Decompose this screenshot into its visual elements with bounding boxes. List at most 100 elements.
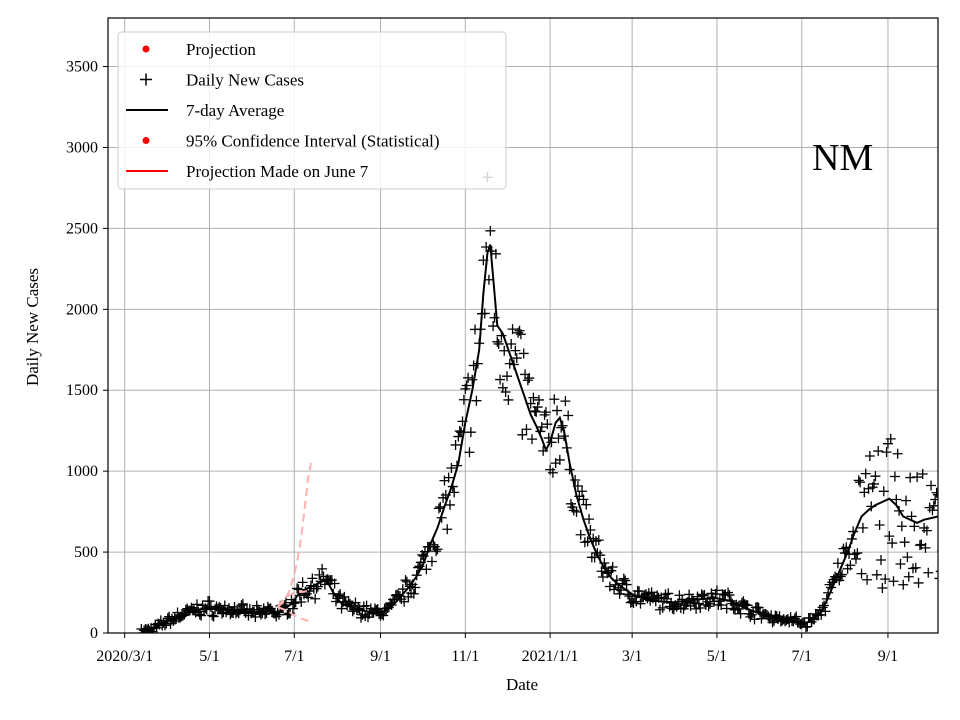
daily-case-point	[903, 571, 914, 582]
daily-case-point	[400, 575, 411, 586]
daily-case-point	[578, 494, 589, 505]
daily-case-point	[864, 450, 875, 461]
daily-case-point	[552, 405, 563, 416]
daily-case-point	[506, 339, 517, 350]
daily-case-point	[791, 611, 802, 622]
daily-case-point	[745, 611, 756, 622]
daily-case-point	[920, 542, 931, 553]
daily-case-point	[635, 598, 646, 609]
daily-case-point	[688, 597, 699, 608]
x-tick-label: 5/1	[199, 648, 219, 665]
daily-case-point	[191, 599, 202, 610]
daily-case-point	[950, 552, 960, 562]
daily-case-point	[930, 494, 938, 505]
daily-case-point	[522, 375, 533, 386]
daily-case-point	[954, 504, 960, 514]
daily-case-point	[711, 585, 722, 596]
projection-made-on-june-7-upper-line	[276, 589, 312, 607]
daily-case-point	[621, 579, 632, 590]
daily-case-point	[410, 582, 421, 593]
daily-case-point	[955, 525, 960, 535]
daily-case-point	[934, 577, 938, 580]
legend-plus-marker	[140, 73, 152, 86]
y-tick-label: 1000	[66, 463, 98, 480]
plot-area	[136, 172, 960, 633]
daily-case-point	[311, 583, 322, 594]
daily-case-point	[577, 486, 588, 497]
daily-case-point	[433, 503, 444, 514]
daily-case-point	[902, 552, 913, 563]
daily-case-point	[952, 499, 960, 509]
daily-case-point	[442, 524, 453, 535]
x-tick-label: 7/1	[792, 648, 812, 665]
daily-case-point	[317, 563, 328, 574]
daily-case-point	[909, 521, 920, 532]
daily-case-point	[628, 598, 639, 609]
daily-case-point	[547, 467, 558, 478]
daily-case-point	[196, 610, 207, 621]
daily-case-point	[464, 447, 475, 458]
daily-case-point	[297, 577, 308, 588]
legend: Projection Daily New Cases 7-day Average 95…	[117, 31, 507, 190]
daily-case-point	[461, 380, 472, 391]
x-tick-label: 2021/1/1	[522, 648, 579, 665]
legend-box	[117, 31, 507, 190]
daily-case-point	[907, 563, 918, 574]
daily-case-point	[490, 248, 501, 259]
daily-case-point	[892, 448, 903, 459]
daily-case-point	[863, 483, 874, 494]
daily-case-point	[924, 502, 935, 513]
daily-case-point	[860, 468, 871, 479]
daily-case-point	[735, 608, 746, 619]
daily-case-point	[849, 549, 860, 560]
daily-case-point	[933, 489, 938, 500]
x-tick-label: 9/1	[878, 648, 898, 665]
daily-case-point	[581, 499, 592, 510]
daily-case-point	[571, 506, 582, 517]
daily-case-point	[853, 475, 864, 486]
daily-case-point	[926, 480, 937, 491]
daily-case-point	[716, 600, 727, 611]
daily-case-point	[517, 429, 528, 440]
daily-case-point	[928, 500, 938, 511]
daily-case-point	[528, 392, 539, 403]
daily-case-point	[874, 519, 885, 530]
daily-case-point	[852, 548, 863, 559]
y-tick-label: 1500	[66, 382, 98, 399]
daily-case-point	[339, 591, 350, 602]
y-tick-label: 500	[74, 544, 98, 561]
y-tick-label: 3000	[66, 139, 98, 156]
daily-case-point	[856, 568, 867, 579]
series-layer	[136, 172, 960, 633]
legend-label: 7-day Average	[186, 101, 284, 120]
daily-case-point	[884, 531, 895, 542]
daily-case-point	[553, 433, 564, 444]
legend-label: Projection Made on June 7	[186, 162, 369, 181]
daily-case-point	[877, 582, 888, 593]
daily-case-point	[767, 617, 778, 628]
daily-case-point	[703, 601, 714, 612]
daily-case-point	[554, 454, 565, 465]
daily-case-point	[951, 473, 960, 483]
x-axis-label: Date	[506, 675, 538, 694]
daily-case-point	[891, 494, 902, 505]
daily-case-point	[871, 569, 882, 580]
daily-case-point	[204, 596, 215, 607]
daily-case-point	[870, 471, 881, 482]
daily-case-point	[850, 553, 861, 564]
daily-case-point	[450, 439, 461, 450]
daily-case-point	[869, 478, 880, 489]
daily-case-point	[923, 567, 934, 578]
y-axis-label: Daily New Cases	[23, 268, 42, 386]
projection-made-on-june-7-line	[276, 462, 312, 608]
daily-case-point	[882, 438, 893, 449]
daily-case-point	[917, 468, 928, 479]
legend-dot-marker	[142, 137, 150, 144]
daily-case-point	[531, 406, 542, 417]
daily-case-point	[524, 373, 535, 384]
daily-case-point	[704, 598, 715, 609]
daily-case-point	[896, 521, 907, 532]
daily-case-point	[888, 576, 899, 587]
daily-case-point	[941, 510, 951, 520]
daily-case-point	[575, 529, 586, 540]
